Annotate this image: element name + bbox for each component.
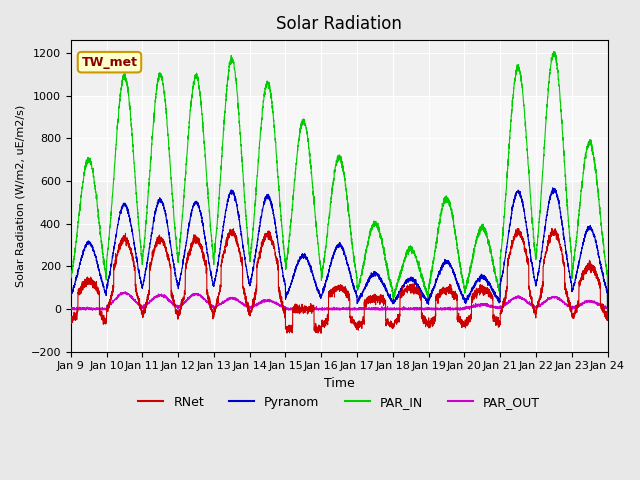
Text: TW_met: TW_met <box>81 56 138 69</box>
Title: Solar Radiation: Solar Radiation <box>276 15 402 33</box>
Y-axis label: Solar Radiation (W/m2, uE/m2/s): Solar Radiation (W/m2, uE/m2/s) <box>15 105 25 287</box>
X-axis label: Time: Time <box>324 377 355 390</box>
Legend: RNet, Pyranom, PAR_IN, PAR_OUT: RNet, Pyranom, PAR_IN, PAR_OUT <box>134 391 545 414</box>
Bar <box>71 96 607 181</box>
